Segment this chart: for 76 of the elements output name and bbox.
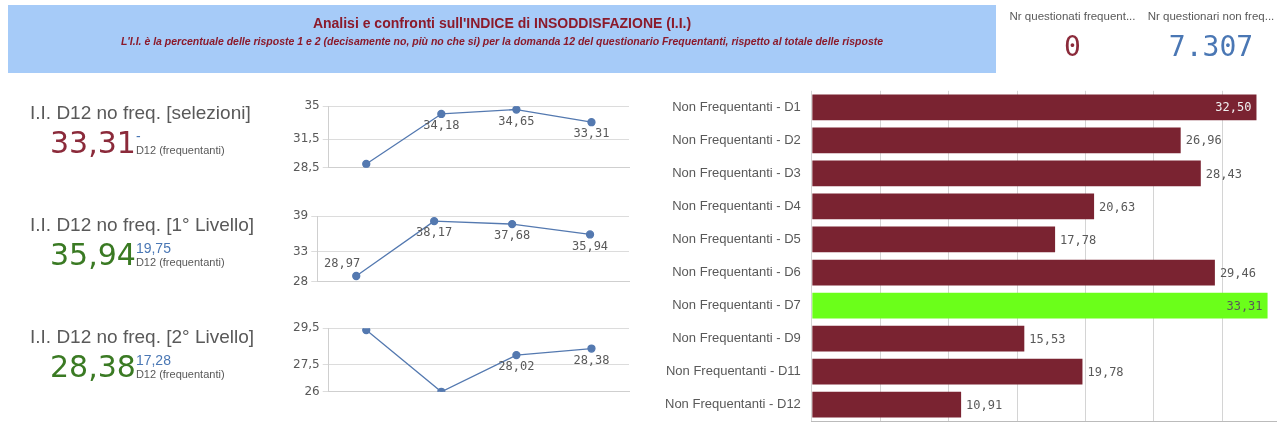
y-tick-label: 28,5 <box>293 159 320 174</box>
data-label: 20,63 <box>1099 199 1136 214</box>
bar <box>812 127 1181 154</box>
y-tick-label: Non Frequentanti - D1 <box>672 98 801 114</box>
y-tick-label: 39 <box>292 208 309 223</box>
y-tick-label: Non Frequentanti - D9 <box>672 330 801 346</box>
y-tick-label: Non Frequentanti - D6 <box>672 264 801 280</box>
point <box>587 118 596 127</box>
y-tick-label: Non Frequentanti - D12 <box>664 396 801 412</box>
y-tick-label: 28 <box>292 273 309 288</box>
data-label: 29,46 <box>1219 265 1257 280</box>
y-tick-label: Non Frequentanti - D5 <box>672 231 801 247</box>
y-tick-label: 26 <box>304 383 320 398</box>
data-label: 33,31 <box>573 126 610 141</box>
data-label: 15,53 <box>1029 331 1066 346</box>
text: I.I. D12 no freq. [2° Livello] <box>30 326 256 348</box>
text: - <box>135 128 142 144</box>
data-label: 19,78 <box>1087 364 1124 379</box>
text: 19,75 <box>135 240 172 256</box>
bar <box>812 292 1268 319</box>
point <box>507 219 517 229</box>
text: I.I. D12 no freq. [1° Livello] <box>30 214 256 236</box>
data-label: 10,91 <box>966 397 1003 412</box>
y-tick-label: 31,5 <box>293 131 320 146</box>
data-label: 28,02 <box>498 359 535 374</box>
point <box>362 159 371 168</box>
point <box>512 106 521 114</box>
text: D12 (frequentanti) <box>135 256 225 269</box>
data-label: 28,43 <box>1205 166 1242 181</box>
y-tick-label: 29,5 <box>293 320 320 335</box>
data-label: 28,38 <box>573 352 610 367</box>
text: 33,31 <box>50 125 136 160</box>
text: D12 (frequentanti) <box>135 368 225 381</box>
text: D12 (frequentanti) <box>135 144 225 156</box>
bar <box>812 226 1056 253</box>
data-label: 34,65 <box>498 113 535 128</box>
data-label: 32,50 <box>1215 100 1252 115</box>
bar <box>812 259 1215 286</box>
text: 28,38 <box>50 349 136 384</box>
bar <box>812 391 962 418</box>
text: 17,28 <box>135 352 172 368</box>
y-tick-label: 33 <box>292 244 309 259</box>
data-label: 38,17 <box>416 225 453 240</box>
text: Analisi e confronti sull'INDICE di INSODDISFAZIONE (I.I.) <box>311 15 693 31</box>
data-label: 33,31 <box>1226 298 1263 313</box>
y-tick-label: Non Frequentanti - D7 <box>672 297 801 313</box>
data-label: 34,18 <box>423 118 460 133</box>
text: I.I. D12 no freq. [selezioni] <box>30 102 252 124</box>
data-label: 17,78 <box>1060 232 1097 247</box>
y-tick-label: Non Frequentanti - D11 <box>665 363 801 379</box>
text: 35,94 <box>50 237 136 272</box>
point <box>352 271 361 281</box>
point <box>512 350 521 360</box>
text: 7.307 <box>1167 30 1255 63</box>
point <box>585 230 595 239</box>
text: L'I.I. è la percentuale delle risposte 1 e 2 (decisamente no, più no che si) per la domanda 12 del questionario Frequentanti, rispetto al totale delle risposte <box>119 35 885 47</box>
bar <box>812 325 1025 352</box>
point <box>587 344 596 353</box>
y-tick-label: 35 <box>304 98 320 113</box>
y-tick-label: 27,5 <box>293 356 320 371</box>
text: 0 <box>1063 30 1082 63</box>
text: Nr questionari non freq... <box>1146 10 1276 22</box>
bar <box>812 358 1083 385</box>
y-tick-label: Non Frequentanti - D3 <box>672 164 801 180</box>
y-tick-label: Non Frequentanti - D4 <box>672 198 801 214</box>
bar <box>812 94 1257 121</box>
data-label: 26,96 <box>1185 133 1222 148</box>
text: Nr questionati frequent... <box>1008 10 1137 22</box>
data-label: 35,94 <box>571 238 609 253</box>
point <box>430 217 439 226</box>
bar <box>812 193 1095 220</box>
y-tick-label: Non Frequentanti - D2 <box>672 131 801 147</box>
bar <box>812 160 1201 187</box>
data-label: 28,97 <box>324 256 361 271</box>
point <box>437 109 446 119</box>
data-label: 37,68 <box>494 228 531 243</box>
